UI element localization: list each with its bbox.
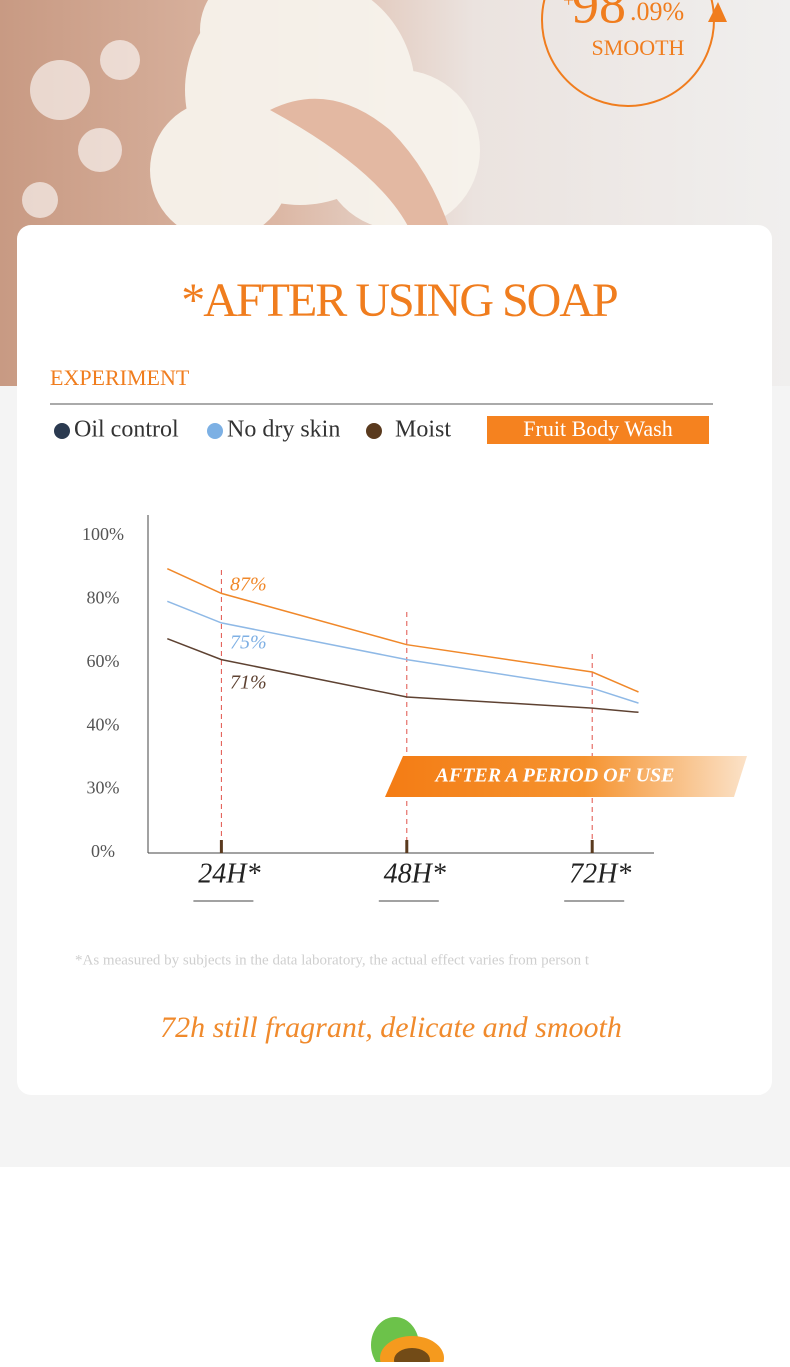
tagline: 72h still fragrant, delicate and smooth (160, 1011, 622, 1044)
y-tick-label: 60% (87, 651, 120, 671)
plot: 0% 30% 40% 60% 80% 100% 24H* 48H* 72H* 87% 75% 71% (82, 524, 639, 902)
series-line (167, 600, 639, 704)
card-title: *AFTER USING SOAP (181, 274, 617, 327)
annotation: 75% (230, 632, 267, 654)
annotation: 71% (230, 672, 267, 694)
banner-text: AFTER A PERIOD OF USE (434, 765, 675, 787)
y-tick-label: 40% (87, 714, 120, 734)
legend-label: No dry skin (227, 417, 340, 443)
legend-dot (366, 423, 382, 439)
badge-label: SMOOTH (592, 35, 685, 60)
legend-label: Oil control (74, 417, 179, 443)
series-line (167, 638, 639, 714)
x-tick-label: 72H* (569, 858, 631, 889)
badge-fraction: .09% (630, 0, 684, 26)
hand (270, 98, 450, 230)
annotation: 87% (230, 574, 267, 596)
y-tick-label: 30% (87, 778, 120, 798)
product-badge (487, 416, 709, 444)
badge-arrow (708, 2, 727, 22)
x-tick-label: 48H* (384, 858, 446, 889)
footnote: *As measured by subjects in the data lab… (75, 952, 590, 968)
legend-label: Moist (395, 417, 451, 443)
period-banner (385, 756, 747, 797)
badge-whole: 98 (572, 0, 626, 34)
y-tick-label: 80% (87, 588, 120, 608)
section-label: EXPERIMENT (50, 365, 190, 390)
legend-dot (207, 423, 223, 439)
foam (22, 40, 140, 218)
y-tick-label: 0% (91, 841, 115, 861)
brand-logo (371, 1317, 444, 1367)
legend-dot (54, 423, 70, 439)
product-label: Fruit Body Wash (523, 416, 672, 441)
x-tick-label: 24H* (198, 858, 260, 889)
series-line (166, 568, 639, 693)
badge-sign: + (563, 0, 574, 12)
y-tick-label: 100% (82, 524, 124, 544)
